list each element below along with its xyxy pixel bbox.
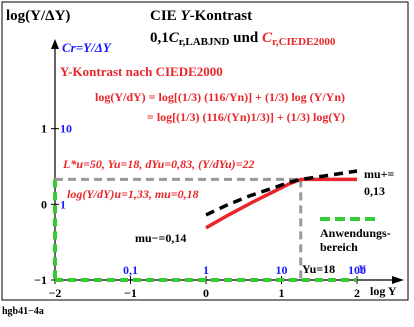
params-line1: L*u=50, Yu=18, dYu=0,83, (Y/dYu)=22 bbox=[62, 157, 255, 171]
legend-line1: Anwendungs- bbox=[320, 226, 391, 240]
y-tick-label: 1 bbox=[41, 122, 47, 136]
x-blue-label: 100 bbox=[348, 263, 366, 277]
footer-code: hgb41−4a bbox=[2, 306, 44, 317]
x-blue-label: 10 bbox=[276, 263, 288, 277]
formula-line1: log(Y/dY) = log[(1/3) (116/Yn)] + (1/3) … bbox=[95, 90, 345, 104]
y-tick-label: −1 bbox=[34, 273, 47, 287]
y-axis-label: log(Y/ΔY) bbox=[6, 8, 70, 24]
cr-label: Cr=Y/ΔY bbox=[62, 40, 112, 55]
mu-plus-label: mu+= bbox=[364, 167, 395, 181]
x-tick-label: 0 bbox=[203, 286, 209, 300]
x-blue-label: 0,1 bbox=[123, 263, 138, 277]
x-axis-label: log Y bbox=[370, 284, 397, 298]
mu-plus-value: 0,13 bbox=[364, 184, 385, 198]
chart-title-line2: 0,1Cr,LABJND und Cr,CIEDE2000 bbox=[150, 30, 336, 48]
formula-line2: = log[(1/3) (116/(Yn)1/3)] + (1/3) log(Y… bbox=[147, 110, 345, 124]
y-blue-label: 1 bbox=[60, 197, 66, 211]
plot-frame bbox=[1, 1, 409, 301]
y-unit-label: Y bbox=[358, 262, 367, 276]
y-blue-label: 10 bbox=[60, 122, 72, 136]
y-tick-label: 0 bbox=[41, 197, 47, 211]
series-line-black bbox=[205, 169, 358, 217]
x-tick-label: −2 bbox=[49, 286, 62, 300]
x-tick-label: 1 bbox=[279, 286, 285, 300]
series-line-red bbox=[205, 177, 357, 230]
y-axis-arrow bbox=[51, 39, 59, 49]
x-axis-arrow bbox=[392, 276, 404, 284]
yu-label: Yu=18 bbox=[302, 262, 335, 276]
params-line2: log(Y/dY)u=1,33, mu=0,18 bbox=[67, 187, 199, 201]
x-blue-label: 1 bbox=[203, 263, 209, 277]
series-group bbox=[205, 169, 358, 230]
chart-title-line1: CIE Y-Kontrast bbox=[150, 8, 252, 24]
mu-minus-label: mu−=0,14 bbox=[135, 231, 186, 245]
x-tick-label: 2 bbox=[354, 286, 360, 300]
reference-lines bbox=[53, 177, 357, 282]
legend-line2: bereich bbox=[320, 240, 358, 254]
x-tick-label: −1 bbox=[124, 286, 137, 300]
subtitle: Y-Kontrast nach CIEDE2000 bbox=[60, 64, 223, 79]
